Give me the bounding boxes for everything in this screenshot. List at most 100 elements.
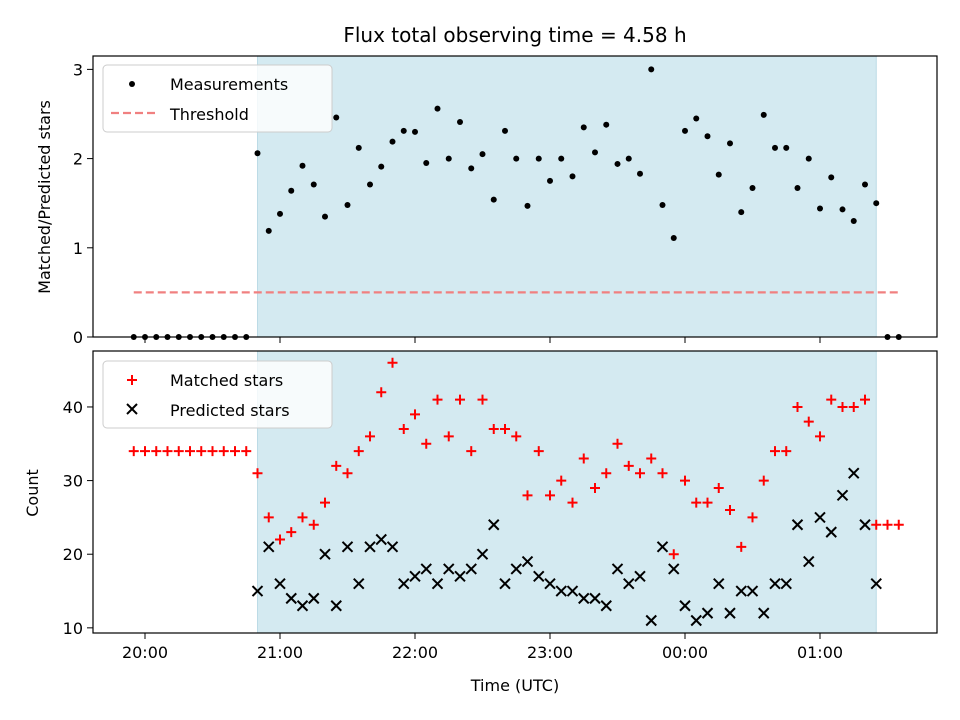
measurement-point [265, 227, 272, 234]
measurement-point [828, 174, 835, 181]
x-tick-label: 20:00 [122, 643, 168, 662]
legend-matched-marker [127, 375, 137, 385]
matched-star-marker [826, 394, 837, 405]
matched-star-marker [275, 534, 285, 545]
legend-matched-label: Matched stars [170, 371, 283, 390]
measurement-point [693, 115, 700, 122]
matched-star-marker [241, 446, 252, 457]
matched-star-marker [173, 446, 184, 457]
predicted-star-marker [623, 577, 635, 590]
predicted-star-marker [578, 592, 590, 605]
measurement-point [839, 206, 846, 213]
predicted-star-marker [859, 519, 871, 531]
observing-window-span [257, 55, 877, 338]
matched-star-marker [882, 519, 893, 530]
legend-box [102, 64, 333, 133]
matched-star-marker [331, 460, 342, 471]
matched-star-marker [691, 497, 702, 508]
measurement-point [794, 185, 801, 192]
measurement-point [513, 155, 520, 162]
measurement-point [648, 66, 655, 73]
matched-star-marker [342, 468, 353, 479]
matched-star-marker [398, 424, 409, 435]
predicted-star-marker [746, 585, 759, 597]
matched-star-marker [185, 446, 195, 457]
chart-title: Flux total observing time = 4.58 h [343, 23, 686, 47]
measurement-point [558, 155, 565, 162]
measurement-point [659, 201, 666, 208]
y-tick-label: 3 [73, 60, 83, 79]
matched-star-marker [511, 431, 522, 442]
matched-star-marker [477, 394, 488, 405]
matched-star-marker [848, 401, 859, 412]
matched-star-marker [162, 446, 173, 457]
measurement-point [412, 128, 418, 135]
predicted-star-marker [791, 519, 804, 531]
matched-star-marker [196, 446, 207, 457]
matched-star-marker [860, 394, 870, 405]
matched-star-marker [263, 512, 274, 523]
matched-star-marker [815, 431, 825, 442]
matched-star-marker [871, 519, 882, 530]
predicted-star-marker [499, 577, 511, 590]
matched-star-marker [466, 446, 477, 457]
matched-star-marker [601, 468, 612, 479]
matched-star-marker [500, 424, 510, 435]
matched-star-marker [803, 416, 814, 427]
predicted-star-marker [668, 563, 680, 575]
matched-star-marker [680, 475, 690, 486]
measurement-point [625, 155, 632, 162]
legend-box [102, 360, 333, 429]
measurement-point [682, 127, 688, 134]
predicted-star-marker [836, 489, 849, 502]
measurement-point [389, 138, 396, 145]
predicted-star-marker [364, 541, 376, 553]
predicted-star-marker [476, 548, 489, 560]
predicted-star-marker [274, 577, 286, 590]
axes-frame [92, 350, 938, 634]
matched-star-marker [725, 505, 735, 516]
matched-star-marker [792, 401, 803, 412]
predicted-star-marker [724, 607, 736, 619]
predicted-star-marker [645, 614, 657, 627]
measurement-point [355, 144, 362, 151]
measurement-point [288, 187, 295, 194]
predicted-star-marker [814, 511, 826, 524]
measurement-point [783, 144, 790, 151]
measurement-point [727, 140, 733, 147]
matched-star-marker [207, 446, 218, 457]
legend-predicted-label: Predicted stars [170, 401, 290, 420]
predicted-star-marker [735, 585, 747, 597]
predicted-star-marker [443, 563, 455, 575]
predicted-star-marker [409, 570, 421, 583]
measurement-point [445, 155, 452, 162]
matched-star-marker [623, 460, 634, 471]
axes-frame [92, 55, 938, 338]
predicted-star-marker [454, 570, 466, 583]
matched-star-marker [140, 446, 150, 457]
predicted-star-marker [690, 614, 702, 627]
y-tick-label: 20 [63, 545, 83, 564]
predicted-star-marker [600, 600, 612, 612]
y-tick-label: 0 [73, 328, 83, 347]
matched-star-marker [432, 394, 443, 405]
x-tick-label: 21:00 [257, 643, 303, 662]
measurement-point [468, 165, 475, 172]
measurement-point [547, 177, 553, 184]
matched-star-marker [567, 497, 578, 508]
predicted-star-marker [589, 592, 601, 605]
measurement-point [457, 119, 463, 126]
matched-star-marker [128, 446, 139, 457]
matched-star-marker [522, 490, 533, 501]
measurement-point [254, 150, 261, 157]
predicted-star-marker [656, 541, 669, 553]
matched-star-marker [713, 482, 724, 493]
legend-measurements-marker [129, 81, 135, 87]
measurement-point [310, 181, 317, 188]
x-tick-label: 00:00 [662, 643, 708, 662]
measurement-point [670, 234, 677, 241]
predicted-star-marker [713, 577, 725, 590]
matched-star-marker [612, 438, 623, 449]
y-tick-label: 30 [63, 472, 83, 491]
